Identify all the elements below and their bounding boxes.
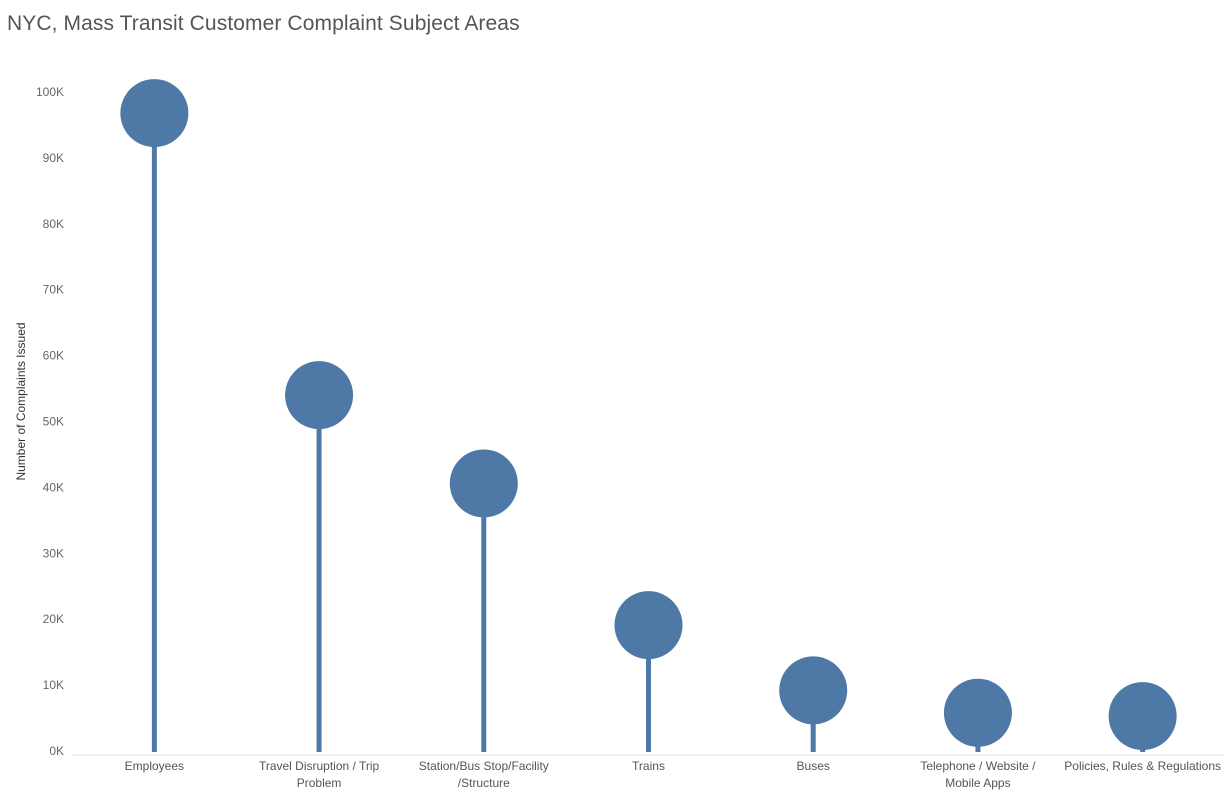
x-category-label: Trains <box>632 759 665 773</box>
lollipop-head[interactable] <box>779 656 848 725</box>
lollipop-head[interactable] <box>285 361 354 430</box>
y-tick-label: 80K <box>43 217 64 231</box>
x-category-label: Station/Bus Stop/Facility/Structure <box>419 759 549 790</box>
chart-title: NYC, Mass Transit Customer Complaint Sub… <box>7 12 520 35</box>
x-axis: Employees Travel Disruption / Trip Problem… <box>72 754 1225 790</box>
y-tick-label: 70K <box>43 283 64 297</box>
lollipop-heads <box>120 79 1177 751</box>
lollipop-head[interactable] <box>120 79 189 148</box>
y-tick-label: 60K <box>43 349 64 363</box>
y-tick-label: 90K <box>43 151 64 165</box>
y-tick-label: 40K <box>43 480 64 494</box>
x-category-label: Policies, Rules & Regulations <box>1064 759 1221 773</box>
lollipop-head[interactable] <box>614 591 683 660</box>
y-tick-label: 20K <box>43 612 64 626</box>
y-tick-label: 10K <box>43 678 64 692</box>
y-axis: 0K 10K 20K 30K 40K 50K 60K 70K 80K 90K 100K <box>36 85 64 758</box>
lollipop-head[interactable] <box>449 449 518 518</box>
y-tick-label: 100K <box>36 85 64 99</box>
x-category-label: Employees <box>125 759 184 773</box>
lollipop-head[interactable] <box>1108 682 1177 751</box>
lollipop-head[interactable] <box>943 678 1012 747</box>
y-tick-label: 0K <box>49 744 64 758</box>
x-category-label: Buses <box>797 759 830 773</box>
x-category-label: Travel Disruption / Trip Problem <box>259 759 380 790</box>
y-axis-title: Number of Complaints Issued <box>14 322 28 480</box>
y-tick-label: 50K <box>43 415 64 429</box>
x-category-label: Telephone / Website / Mobile Apps <box>920 759 1036 790</box>
y-tick-label: 30K <box>43 546 64 560</box>
